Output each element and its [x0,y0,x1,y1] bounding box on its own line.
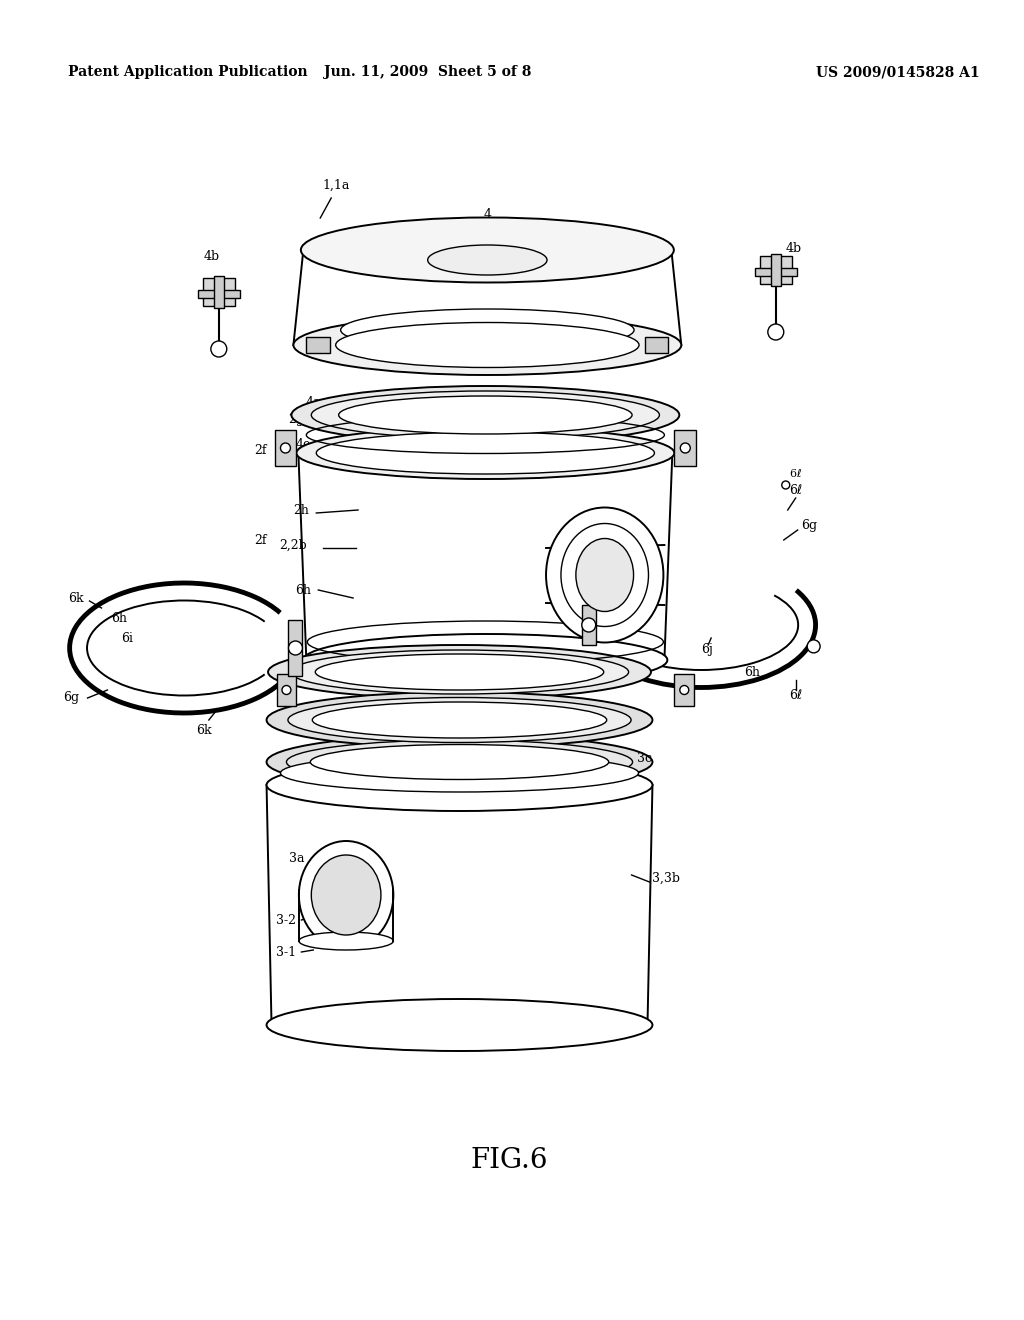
Ellipse shape [292,385,679,444]
Text: 3c: 3c [637,751,651,764]
Text: 3,3b: 3,3b [652,871,681,884]
Text: 3d: 3d [322,750,338,763]
Text: 4: 4 [483,209,492,222]
Polygon shape [675,430,696,466]
Ellipse shape [294,315,681,375]
Text: 2g: 2g [289,413,304,426]
Text: 6h: 6h [295,583,311,597]
Text: 6$\ell$: 6$\ell$ [788,467,802,479]
Text: 6$\ell$: 6$\ell$ [788,483,803,498]
Ellipse shape [428,246,547,275]
Ellipse shape [575,539,634,611]
Ellipse shape [582,618,596,632]
Text: FIG.6: FIG.6 [470,1147,548,1173]
Text: 6h: 6h [112,611,127,624]
Bar [760,256,792,284]
Bar [214,276,224,308]
Text: 6h: 6h [744,665,760,678]
Text: 2f: 2f [646,444,659,457]
Bar [203,279,234,306]
Ellipse shape [339,396,632,434]
Text: Patent Application Publication: Patent Application Publication [68,65,307,79]
Bar [306,337,330,352]
Ellipse shape [303,634,668,686]
Ellipse shape [268,645,651,700]
Polygon shape [675,675,694,706]
Ellipse shape [316,432,654,474]
Text: 2e: 2e [284,661,299,675]
Bar [198,290,240,298]
Ellipse shape [781,480,790,488]
Ellipse shape [312,702,606,738]
Bar [289,620,302,676]
Text: Jun. 11, 2009  Sheet 5 of 8: Jun. 11, 2009 Sheet 5 of 8 [324,65,531,79]
Text: 4b: 4b [204,249,220,263]
Text: 2f: 2f [254,533,267,546]
Text: 4e: 4e [296,438,311,451]
Ellipse shape [315,653,604,690]
Ellipse shape [310,744,608,780]
Text: 3-2: 3-2 [276,913,296,927]
Text: 6k: 6k [196,723,212,737]
Ellipse shape [301,218,674,282]
Bar [771,253,780,286]
Ellipse shape [299,932,393,950]
Ellipse shape [282,685,291,694]
Text: US 2009/0145828 A1: US 2009/0145828 A1 [815,65,979,79]
Text: 2d: 2d [350,698,366,711]
Text: 3a: 3a [289,851,304,865]
Bar [644,337,669,352]
Ellipse shape [561,524,648,627]
Ellipse shape [281,754,639,792]
Bar [755,268,797,276]
Text: 6g: 6g [801,519,817,532]
Ellipse shape [289,642,302,655]
Ellipse shape [299,841,393,949]
Polygon shape [274,430,296,466]
Ellipse shape [768,323,783,341]
Ellipse shape [266,759,652,810]
Text: 1,1a: 1,1a [323,178,350,191]
Ellipse shape [336,322,639,367]
Ellipse shape [266,692,652,748]
Text: 2h: 2h [294,503,309,516]
Ellipse shape [807,640,820,653]
Text: 6j: 6j [701,644,713,656]
Text: 3-1: 3-1 [276,945,297,958]
Ellipse shape [546,507,664,643]
Text: 2a: 2a [627,615,642,628]
Ellipse shape [266,999,652,1051]
Ellipse shape [680,444,690,453]
Text: 6k: 6k [68,591,83,605]
Text: 6g: 6g [63,692,80,705]
Ellipse shape [311,391,659,440]
Text: 6$\ell$: 6$\ell$ [788,688,803,702]
Ellipse shape [296,426,675,479]
Text: 4a: 4a [305,396,322,409]
Ellipse shape [291,649,629,694]
Ellipse shape [266,734,652,789]
Text: 4b: 4b [785,242,802,255]
Text: 2f: 2f [254,444,267,457]
Bar [582,605,596,645]
Ellipse shape [211,341,226,356]
Text: 2c: 2c [632,408,646,421]
Text: 6i: 6i [121,631,133,644]
Text: 2-1: 2-1 [627,541,646,554]
Ellipse shape [680,685,689,694]
Ellipse shape [287,741,633,784]
Text: 2,2b: 2,2b [280,539,307,552]
Ellipse shape [288,697,631,742]
Ellipse shape [311,855,381,935]
Ellipse shape [341,309,634,351]
Ellipse shape [281,444,291,453]
Polygon shape [276,675,296,706]
